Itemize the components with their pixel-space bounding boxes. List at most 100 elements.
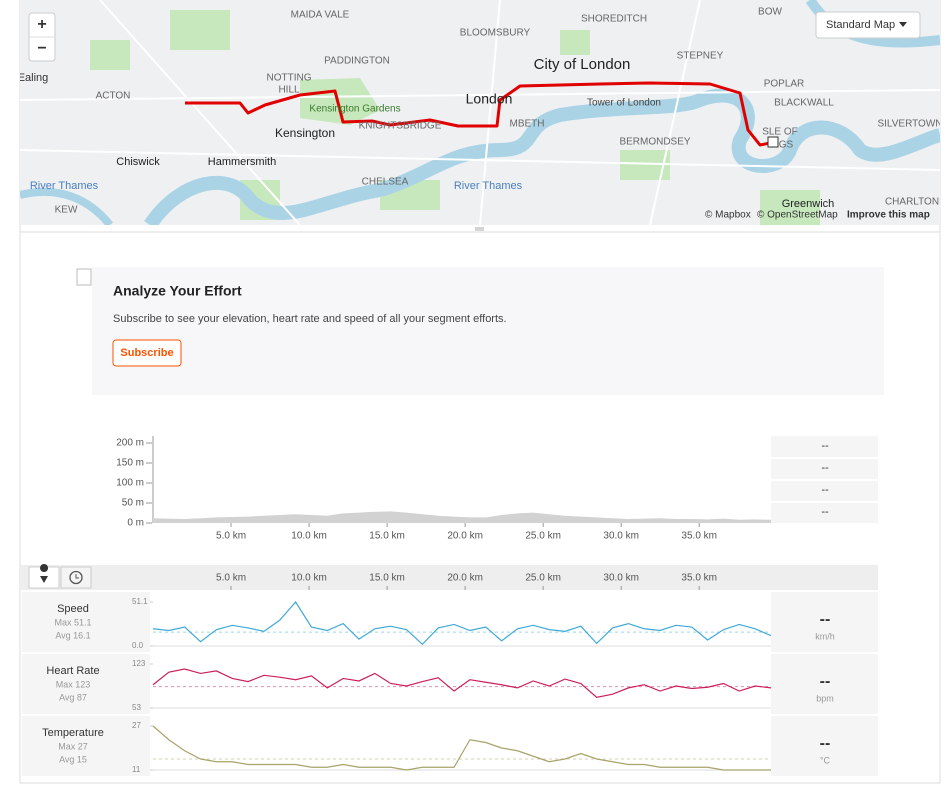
stream-unit: km/h (815, 631, 835, 641)
map-label: HILL (278, 85, 300, 96)
stream-avg: Avg 15 (59, 754, 87, 764)
y-tick-label: 100 m (116, 478, 144, 489)
stream-max: Max 123 (56, 679, 91, 689)
style-label: Standard Map (826, 19, 895, 31)
stream-name: Heart Rate (46, 665, 99, 677)
y-tick-label: 27 (132, 721, 141, 730)
y-tick-label: 50 m (122, 498, 144, 509)
x-tick-label: 30.0 km (603, 531, 639, 542)
map-label: Kensington (275, 126, 335, 140)
x-tick-label: 30.0 km (603, 573, 639, 584)
map-label: SLE OF (762, 127, 798, 138)
map-label: CHELSEA (362, 177, 409, 188)
map-label: BLOOMSBURY (460, 28, 531, 39)
stream-line (152, 600, 772, 646)
y-tick-label: 51.1 (132, 597, 148, 606)
zoom-out[interactable]: − (37, 40, 46, 57)
upsell-title: Analyze Your Effort (113, 283, 242, 299)
map-label: BERMONDSEY (619, 137, 690, 148)
stream-line (152, 668, 772, 698)
map-label: Kensington Gardens (309, 104, 400, 115)
stream-name: Speed (57, 603, 89, 615)
elevation-area (153, 511, 771, 523)
map-label: SILVERTOWN (877, 119, 942, 130)
x-tick-label: 15.0 km (369, 573, 405, 584)
row-value-bg (771, 654, 878, 714)
stream-unit: bpm (816, 693, 834, 703)
stream-name: Temperature (42, 727, 104, 739)
map-label: ACTON (96, 91, 131, 102)
map-label: River Thames (454, 180, 523, 192)
map-label: Greenwich (782, 198, 835, 210)
stream-max: Max 27 (58, 741, 88, 751)
stat-value: -- (821, 462, 829, 474)
zoom-in[interactable]: + (37, 16, 46, 33)
x-tick-label: 10.0 km (291, 531, 327, 542)
row-label-bg (22, 654, 150, 714)
x-tick-label: 20.0 km (447, 573, 483, 584)
x-tick-label: 35.0 km (681, 531, 717, 542)
stream-value: -- (820, 735, 831, 752)
subscribe-label[interactable]: Subscribe (120, 347, 173, 359)
stat-value: -- (821, 506, 829, 518)
map (20, 0, 940, 225)
map-label: Tower of London (587, 98, 661, 109)
map-label: NOTTING (267, 73, 312, 84)
map-label: Chiswick (116, 156, 160, 168)
attribution: © Mapbox (705, 210, 751, 221)
y-tick-label: 0.0 (132, 641, 144, 650)
x-tick-label: 5.0 km (216, 573, 246, 584)
row-value-bg (771, 716, 878, 776)
y-tick-label: 11 (132, 765, 141, 774)
row-label-bg (22, 592, 150, 652)
row-value-bg (771, 592, 878, 652)
upsell-text: Subscribe to see your elevation, heart r… (113, 313, 507, 325)
stream-avg: Avg 16.1 (55, 630, 90, 640)
map-label: KEW (55, 205, 78, 216)
stream-value: -- (820, 611, 831, 628)
style-button[interactable] (815, 11, 921, 39)
map-label: River Thames (30, 180, 99, 192)
y-tick-label: 53 (132, 703, 141, 712)
y-tick-label: 150 m (116, 458, 144, 469)
map-label: MAIDA VALE (291, 10, 350, 21)
row-label-bg (22, 716, 150, 776)
x-tick-label: 20.0 km (447, 531, 483, 542)
map-label: SHOREDITCH (581, 14, 647, 25)
attribution: © OpenStreetMap (757, 210, 838, 221)
x-tick-label: 5.0 km (216, 531, 246, 542)
upsell-card (76, 267, 884, 395)
subscribe-button[interactable] (112, 339, 182, 367)
stream-max: Max 51.1 (54, 617, 91, 627)
map-label: Ealing (18, 72, 49, 84)
map-label: Hammersmith (208, 156, 276, 168)
map-label: POPLAR (764, 79, 805, 90)
map-labels: MAIDA VALE BLOOMSBURY SHOREDITCH BOW PADDING… (18, 7, 942, 216)
map-label: KNIGHTSBRIDGE (359, 121, 442, 132)
x-tick-label: 25.0 km (525, 573, 561, 584)
map-label: STEPNEY (677, 51, 724, 62)
stream-value: -- (820, 673, 831, 690)
x-tick-label: 25.0 km (525, 531, 561, 542)
stream-unit: °C (820, 755, 831, 765)
stream-line (152, 725, 771, 771)
map-label: PADDINGTON (324, 56, 390, 67)
map-label: BOW (758, 7, 782, 18)
map-label: MBETH (510, 119, 545, 130)
stat-value: -- (821, 440, 829, 452)
x-tick-label: 10.0 km (291, 573, 327, 584)
y-tick-label: 0 m (127, 518, 144, 529)
x-tick-label: 15.0 km (369, 531, 405, 542)
stream-avg: Avg 87 (59, 692, 87, 702)
attribution[interactable]: Improve this map (847, 210, 930, 221)
y-tick-label: 200 m (116, 438, 144, 449)
stat-value: -- (821, 484, 829, 496)
map-label: London (466, 91, 513, 107)
x-tick-label: 35.0 km (681, 573, 717, 584)
map-label: City of London (534, 56, 631, 73)
toolbar (20, 565, 878, 590)
y-tick-label: 123 (132, 659, 146, 668)
map-label: GS (779, 140, 794, 151)
